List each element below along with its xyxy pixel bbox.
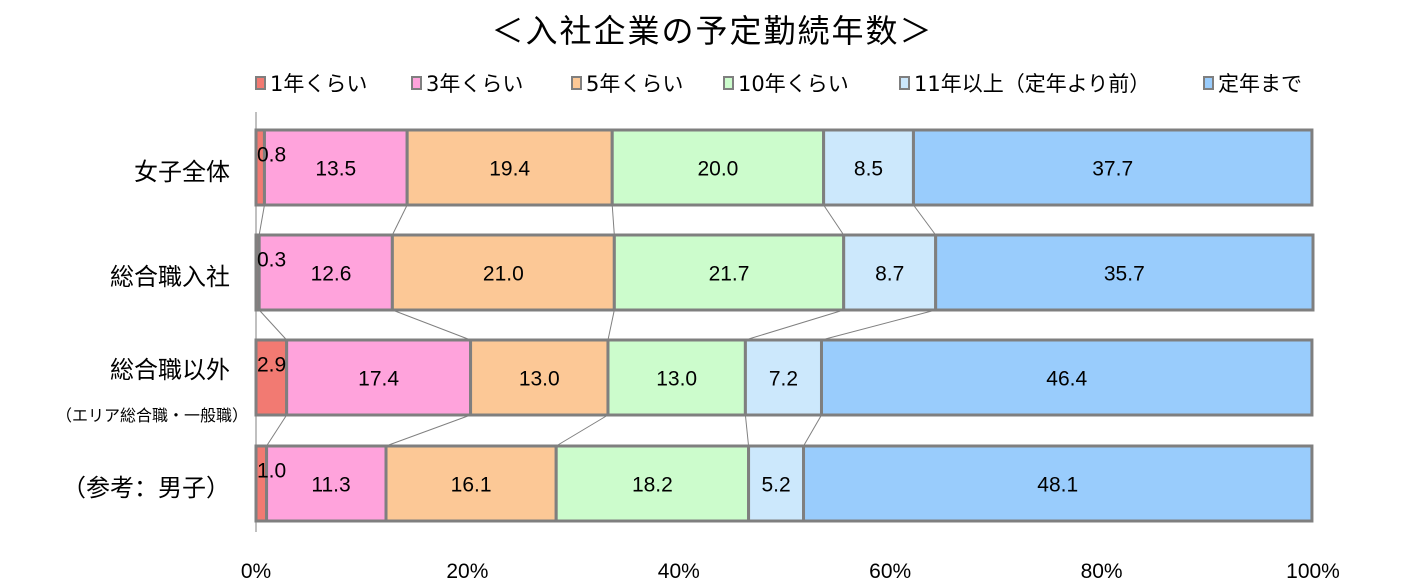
bar-segment bbox=[802, 444, 1314, 523]
data-label: 0.8 bbox=[257, 144, 286, 167]
bar-segment bbox=[819, 338, 1314, 417]
data-label: 13.0 bbox=[656, 368, 697, 391]
bar-segment bbox=[554, 444, 751, 523]
data-label: 13.5 bbox=[315, 158, 356, 181]
series-line bbox=[391, 204, 408, 236]
category-label: （参考：男子） bbox=[62, 473, 230, 502]
data-label: 2.9 bbox=[257, 354, 286, 377]
data-label: 7.2 bbox=[769, 368, 798, 391]
legend-label: 5年くらい bbox=[586, 72, 684, 96]
legend-label: 定年まで bbox=[1218, 72, 1302, 96]
x-tick-label: 80% bbox=[1081, 560, 1123, 583]
data-label: 0.3 bbox=[257, 249, 286, 272]
bar-segment bbox=[822, 128, 915, 207]
data-label: 11.3 bbox=[311, 474, 350, 497]
data-label: 12.6 bbox=[311, 263, 352, 286]
data-label: 21.7 bbox=[709, 263, 750, 286]
data-label: 17.4 bbox=[358, 368, 399, 391]
bar-segment bbox=[257, 233, 394, 312]
series-line bbox=[555, 414, 609, 447]
bar-segment bbox=[469, 338, 610, 417]
data-label: 19.4 bbox=[489, 158, 530, 181]
legend-item: 5年くらい bbox=[571, 68, 683, 98]
bar-segment bbox=[262, 128, 409, 207]
series-line bbox=[913, 204, 937, 236]
bar-segment bbox=[254, 338, 289, 417]
bar-segment bbox=[265, 444, 388, 523]
x-tick-label: 20% bbox=[446, 560, 488, 583]
data-label: 21.0 bbox=[483, 263, 524, 286]
legend-item: 10年くらい bbox=[723, 68, 849, 98]
legend-label: 1年くらい bbox=[270, 72, 368, 96]
x-tick-label: 60% bbox=[869, 560, 911, 583]
bar-segment bbox=[606, 338, 747, 417]
x-tick-label: 40% bbox=[658, 560, 700, 583]
data-label: 35.7 bbox=[1104, 263, 1145, 286]
series-line bbox=[611, 204, 615, 236]
chart-title: ＜入社企業の予定勤続年数＞ bbox=[491, 12, 934, 50]
series-line bbox=[745, 309, 844, 341]
series-line bbox=[392, 309, 471, 341]
bar-segment bbox=[612, 233, 846, 312]
legend-swatch bbox=[723, 76, 734, 90]
data-label: 13.0 bbox=[519, 368, 560, 391]
legend-swatch bbox=[411, 76, 422, 90]
series-line bbox=[821, 309, 936, 341]
bar-segment bbox=[911, 128, 1314, 207]
x-tick-label: 100% bbox=[1286, 560, 1340, 583]
data-label: 48.1 bbox=[1037, 474, 1078, 497]
data-label: 18.2 bbox=[632, 474, 673, 497]
legend-item: 11年以上（定年より前） bbox=[899, 68, 1150, 98]
legend-swatch bbox=[899, 76, 910, 90]
series-line bbox=[258, 309, 288, 341]
legend-swatch bbox=[255, 76, 266, 90]
data-label: 16.1 bbox=[451, 474, 492, 497]
series-line bbox=[385, 414, 471, 447]
category-sublabel: （エリア総合職・一般職） bbox=[55, 405, 248, 425]
series-line bbox=[823, 204, 845, 236]
legend-swatch bbox=[1203, 76, 1214, 90]
bar-segment bbox=[384, 444, 558, 523]
bar-segment bbox=[842, 233, 938, 312]
series-line bbox=[266, 414, 288, 447]
data-label: 46.4 bbox=[1046, 368, 1087, 391]
bar-segment bbox=[405, 128, 614, 207]
x-tick-label: 0% bbox=[241, 560, 271, 583]
bar-segment bbox=[743, 338, 823, 417]
data-label: 8.7 bbox=[875, 263, 904, 286]
series-line bbox=[607, 309, 615, 341]
bar-segment bbox=[610, 128, 826, 207]
series-line bbox=[744, 414, 750, 447]
data-label: 8.5 bbox=[854, 158, 883, 181]
data-label: 20.0 bbox=[697, 158, 738, 181]
legend-item: 3年くらい bbox=[411, 68, 523, 98]
legend-item: 1年くらい bbox=[255, 68, 367, 98]
series-line bbox=[803, 414, 822, 447]
category-label: 女子全体 bbox=[134, 157, 230, 186]
category-label: 総合職入社 bbox=[110, 262, 230, 291]
data-label: 1.0 bbox=[257, 460, 286, 483]
series-line bbox=[258, 204, 265, 236]
legend-swatch bbox=[571, 76, 582, 90]
legend-label: 11年以上（定年より前） bbox=[914, 72, 1151, 96]
bar-segment bbox=[390, 233, 616, 312]
data-label: 37.7 bbox=[1092, 158, 1133, 181]
category-label: 総合職以外 bbox=[110, 355, 230, 384]
bar-segment bbox=[934, 233, 1315, 312]
legend-label: 10年くらい bbox=[738, 72, 849, 96]
legend-item: 定年まで bbox=[1203, 68, 1302, 98]
bar-segment bbox=[254, 444, 269, 523]
data-label: 5.2 bbox=[761, 474, 790, 497]
legend-label: 3年くらい bbox=[426, 72, 524, 96]
